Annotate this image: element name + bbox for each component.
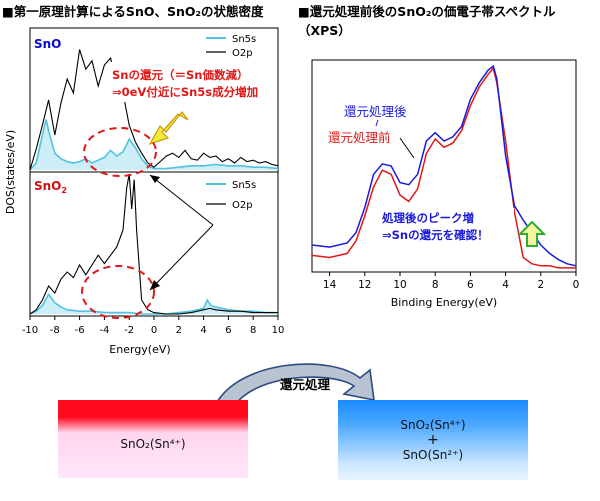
legend-bot-sn5s-label: Sn5s — [232, 180, 256, 191]
dos-xtick-label: 10 — [272, 325, 285, 336]
before-material-box: SnO₂(Sn⁴⁺) — [58, 400, 248, 478]
dos-xtick-label: 4 — [200, 325, 206, 336]
xps-xtick-label: 12 — [358, 279, 371, 291]
xps-xtick-label: 6 — [467, 279, 474, 291]
dos-xtick-label: 0 — [151, 325, 157, 336]
sno2-label-main: SnO — [34, 179, 61, 193]
sno-panel-label: SnO — [34, 37, 61, 51]
pointer-line-bottom — [149, 224, 214, 291]
sno-sn5s-line — [29, 119, 279, 171]
after-material-line2: SnO(Sn²⁺) — [402, 447, 464, 462]
dos-annotation-line2: ⇒0eV付近にSn5s成分増加 — [112, 85, 258, 99]
after-material-line1: SnO₂(Sn⁴⁺) — [400, 417, 466, 432]
legend-bot-o2p-label: O2p — [232, 200, 253, 211]
before-material-label: SnO₂(Sn⁴⁺) — [120, 436, 186, 451]
right-heading: ■還元処理前後のSnO₂の価電子帯スペクトル（XPS） — [298, 4, 556, 38]
sno2-sn5s-line — [29, 292, 278, 315]
xps-xtick-label: 0 — [573, 279, 580, 291]
left-heading: ■第一原理計算によるSnO、SnO₂の状態密度 — [2, 4, 264, 19]
dos-ylabel: DOS(states/eV) — [4, 130, 17, 214]
sno-highlight-ellipse — [83, 127, 157, 177]
legend-top-o2p-label: O2p — [232, 48, 253, 59]
xps-xtick-label: 8 — [432, 279, 439, 291]
process-label: 還元処理 — [280, 377, 331, 392]
xps-xlabel: Binding Energy(eV) — [391, 296, 497, 309]
sno2-panel-label: SnO2 — [34, 179, 67, 195]
dos-xtick-label: -6 — [75, 325, 85, 336]
after-material-plus: + — [427, 431, 439, 448]
dos-chart: -10 -8 -6 -4 -2 0 2 4 6 8 10 DOS(states/eV) Energy… — [4, 27, 285, 356]
pointer-line-top — [149, 174, 214, 226]
xps-xtick-label: 10 — [393, 279, 406, 291]
dos-xtick-label: -8 — [50, 325, 60, 336]
dos-xtick-label: 2 — [176, 325, 182, 336]
yellow-arrow-icon — [148, 111, 189, 146]
xps-xtick-label: 4 — [502, 279, 509, 291]
dos-annotation-box — [108, 62, 276, 102]
xps-frame — [311, 59, 577, 273]
pointer-arrowhead-bottom — [150, 280, 160, 290]
xps-annotation-line2: ⇒Snの還元を確認！ — [382, 228, 489, 242]
dos-xlabel: Energy(eV) — [109, 343, 170, 356]
legend-top-sn5s-label: Sn5s — [232, 34, 256, 45]
xps-before-line — [311, 66, 576, 269]
pointer-before — [399, 137, 415, 159]
sno2-o2p-line — [29, 173, 278, 315]
xps-chart: 14 12 10 8 6 4 2 0 Binding Energy(eV) 還元処理後 還元処… — [311, 59, 580, 309]
label-before-treatment: 還元処理前 — [328, 130, 391, 145]
after-material-box: SnO₂(Sn⁴⁺) + SnO(Sn²⁺) — [338, 400, 528, 480]
xps-xtick-label: 14 — [323, 279, 337, 291]
sno-o2p-line — [29, 49, 279, 171]
dos-xtick-label: -4 — [99, 325, 109, 336]
xps-annotation-line1: 処理後のピーク増 — [381, 211, 474, 225]
green-arrow-icon — [517, 220, 547, 247]
sno2-sn5s-area — [30, 294, 278, 314]
xps-annotation-box — [376, 208, 514, 244]
sno-sn5s-area — [30, 119, 278, 170]
dos-annotation-line1: Snの還元（＝Sn価数減） — [112, 68, 248, 82]
xps-xtick-label: 2 — [537, 279, 544, 291]
sno2-highlight-ellipse — [81, 265, 155, 319]
pointer-after — [375, 119, 379, 127]
label-after-treatment: 還元処理後 — [344, 104, 407, 119]
dos-xtick-label: 8 — [250, 325, 256, 336]
pointer-arrowhead-top — [150, 175, 160, 183]
dos-xtick-label: 6 — [225, 325, 231, 336]
sno2-label-sub: 2 — [61, 186, 67, 195]
dos-xtick-label: -10 — [22, 325, 38, 336]
dos-xtick-label: -2 — [124, 325, 134, 336]
